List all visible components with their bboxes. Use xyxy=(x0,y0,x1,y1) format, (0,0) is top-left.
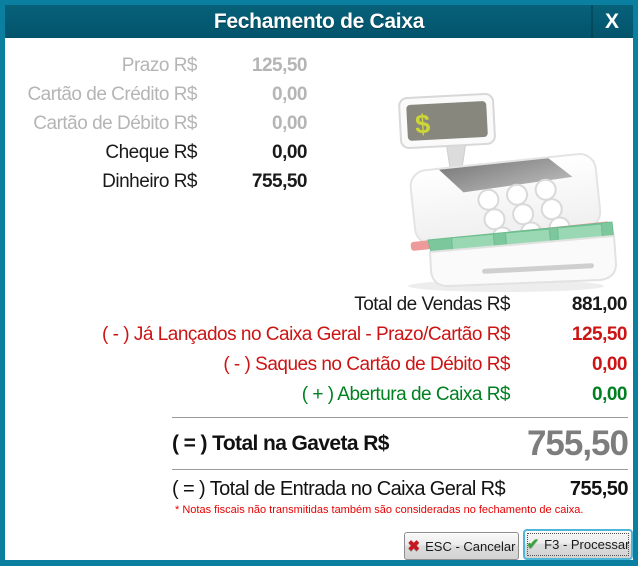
total-value: 0,00 xyxy=(592,384,627,405)
dialog-content: Prazo R$ 125,50 Cartão de Crédito R$ 0,0… xyxy=(5,38,633,560)
entry-total-value: 755,50 xyxy=(569,477,629,500)
total-value: 881,00 xyxy=(571,294,628,315)
payment-value: 0,00 xyxy=(272,141,307,163)
entry-total-label: ( = ) Total de Entrada no Caixa Geral R$ xyxy=(172,477,506,500)
payment-value: 0,00 xyxy=(272,83,307,105)
register-drawer-slot xyxy=(482,263,594,274)
payment-label: Cheque R$ xyxy=(105,141,197,163)
cash-register-illustration: $ xyxy=(398,92,618,292)
payment-label: Prazo R$ xyxy=(121,54,198,76)
total-label: ( - ) Já Lançados no Caixa Geral - Prazo… xyxy=(102,324,510,345)
payment-summary: Prazo R$ 125,50 Cartão de Crédito R$ 0,0… xyxy=(5,51,307,196)
totals-section: Total de Vendas R$ 881,00 ( - ) Já Lança… xyxy=(5,290,627,410)
divider xyxy=(172,469,628,470)
total-value: 0,00 xyxy=(592,354,627,375)
payment-row-cheque: Cheque R$ 0,00 xyxy=(5,138,307,167)
total-row-saques: ( - ) Saques no Cartão de Débito R$ 0,00 xyxy=(5,350,627,380)
payment-label: Cartão de Crédito R$ xyxy=(27,83,197,105)
titlebar: Fechamento de Caixa X xyxy=(5,5,633,38)
payment-value: 0,00 xyxy=(272,112,307,134)
payment-value: 125,50 xyxy=(251,54,308,76)
drawer-total-value: 755,50 xyxy=(526,424,629,463)
payment-row-cartao-credito: Cartão de Crédito R$ 0,00 xyxy=(5,80,307,109)
divider xyxy=(172,417,628,418)
entry-total-row: ( = ) Total de Entrada no Caixa Geral R$… xyxy=(172,475,628,503)
esc-cancel-button[interactable]: ✖ ESC - Cancelar xyxy=(404,532,519,560)
payment-value: 755,50 xyxy=(251,170,308,192)
total-label: ( - ) Saques no Cartão de Débito R$ xyxy=(223,354,510,375)
payment-row-cartao-debito: Cartão de Débito R$ 0,00 xyxy=(5,109,307,138)
register-display-symbol: $ xyxy=(414,109,431,140)
total-row-abertura: ( + ) Abertura de Caixa R$ 0,00 xyxy=(5,380,628,410)
register-display: $ xyxy=(398,92,496,149)
drawer-total-row: ( = ) Total na Gaveta R$ 755,50 xyxy=(172,420,629,468)
red-x-icon: ✖ xyxy=(407,537,421,555)
green-check-icon: ✔ xyxy=(526,536,540,553)
register-drawer xyxy=(427,221,618,288)
close-button[interactable]: X xyxy=(591,5,631,38)
payment-row-prazo: Prazo R$ 125,50 xyxy=(5,51,308,80)
footnote-text: * Notas fiscais não transmitidas também … xyxy=(175,504,584,516)
payment-label: Cartão de Débito R$ xyxy=(33,112,197,134)
process-button-label: F3 - Processar xyxy=(544,537,630,552)
register-lid xyxy=(439,158,573,193)
total-row-ja-lancados: ( - ) Já Lançados no Caixa Geral - Prazo… xyxy=(5,320,627,350)
total-row-vendas: Total de Vendas R$ 881,00 xyxy=(5,290,627,320)
f3-process-button[interactable]: ✔ F3 - Processar xyxy=(523,529,633,560)
total-label: ( + ) Abertura de Caixa R$ xyxy=(301,384,511,405)
total-label: Total de Vendas R$ xyxy=(354,294,510,315)
drawer-total-label: ( = ) Total na Gaveta R$ xyxy=(172,432,389,455)
payment-row-dinheiro: Dinheiro R$ 755,50 xyxy=(5,167,307,196)
cancel-button-label: ESC - Cancelar xyxy=(425,538,516,554)
cash-register-icon: $ xyxy=(386,64,618,296)
window-title: Fechamento de Caixa xyxy=(213,9,425,33)
payment-label: Dinheiro R$ xyxy=(102,170,197,192)
total-value: 125,50 xyxy=(571,324,628,345)
